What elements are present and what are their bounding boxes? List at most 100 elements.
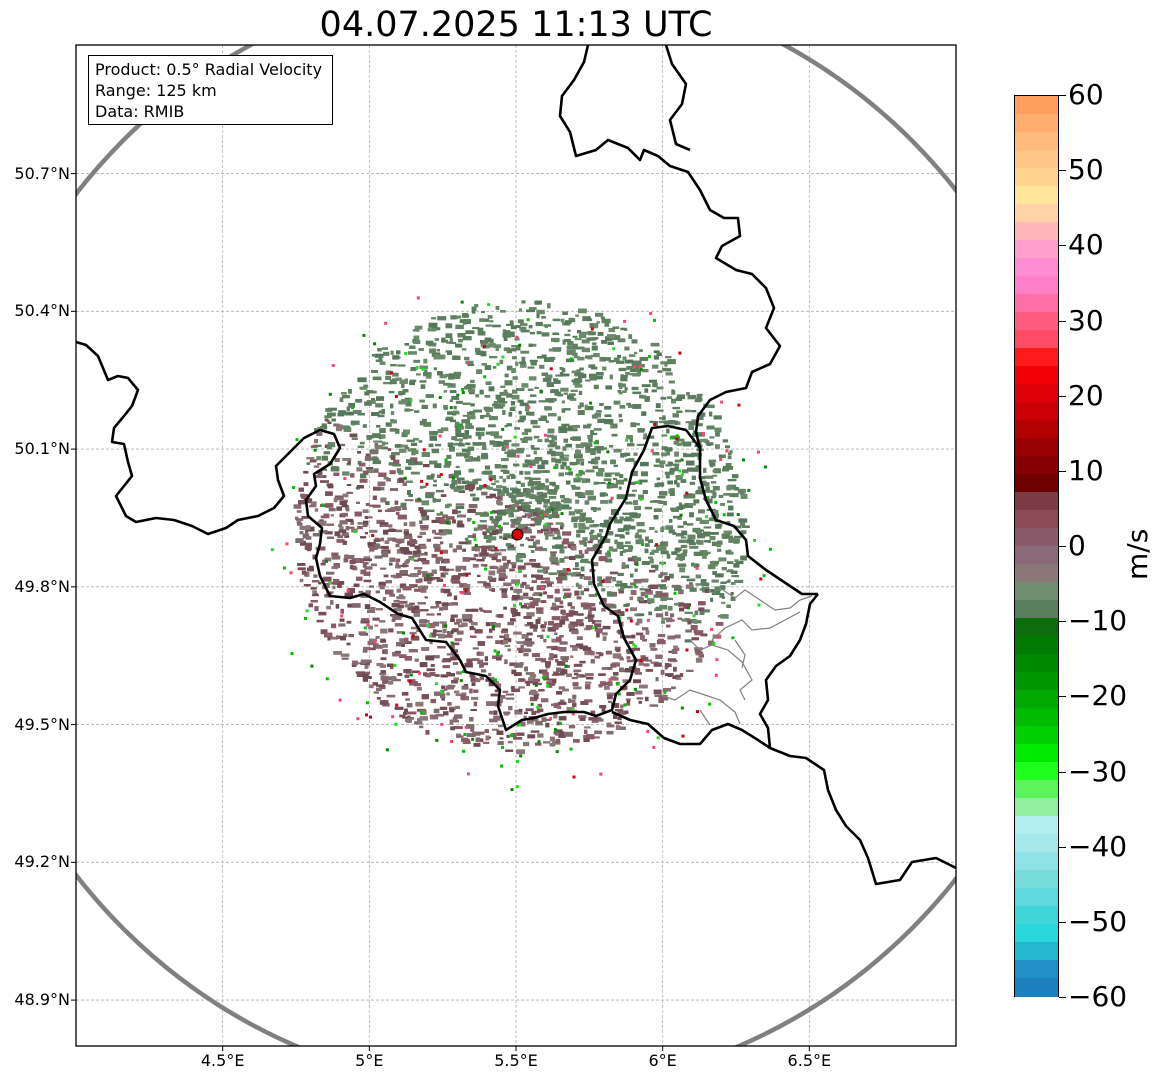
echo-pixel xyxy=(439,549,448,554)
echo-pixel xyxy=(380,567,387,570)
echo-pixel xyxy=(612,548,618,552)
echo-pixel xyxy=(667,368,672,372)
echo-pixel xyxy=(337,581,345,585)
echo-pixel xyxy=(548,572,558,575)
echo-pixel xyxy=(575,499,580,504)
echo-pixel xyxy=(482,445,487,450)
echo-pixel xyxy=(381,409,385,414)
echo-pixel xyxy=(481,363,487,366)
echo-pixel xyxy=(402,586,412,591)
echo-pixel xyxy=(599,529,604,533)
echo-pixel xyxy=(526,682,530,687)
echo-pixel xyxy=(547,450,556,455)
echo-pixel xyxy=(705,440,710,445)
echo-pixel xyxy=(585,673,594,677)
echo-pixel xyxy=(473,701,478,707)
echo-pixel xyxy=(622,356,627,361)
echo-pixel xyxy=(726,485,732,491)
echo-pixel xyxy=(543,357,550,362)
echo-pixel xyxy=(575,582,579,587)
echo-pixel xyxy=(551,545,556,549)
echo-pixel xyxy=(643,433,647,438)
echo-pixel xyxy=(399,379,408,384)
echo-pixel xyxy=(554,632,558,635)
echo-pixel xyxy=(602,636,607,641)
echo-pixel xyxy=(715,432,720,437)
echo-pixel xyxy=(324,415,332,419)
echo-pixel xyxy=(459,583,467,588)
echo-pixel xyxy=(600,316,605,320)
echo-pixel xyxy=(578,308,587,314)
echo-pixel xyxy=(500,310,506,313)
echo-pixel xyxy=(377,414,385,418)
echo-pixel xyxy=(419,619,427,624)
echo-pixel xyxy=(651,564,659,569)
echo-pixel xyxy=(699,438,708,443)
echo-pixel xyxy=(661,617,667,620)
echo-pixel xyxy=(634,568,638,572)
echo-pixel xyxy=(350,520,354,525)
echo-pixel xyxy=(456,630,464,635)
echo-pixel xyxy=(567,395,571,400)
echo-pixel xyxy=(455,433,465,437)
echo-pixel xyxy=(489,493,496,498)
echo-pixel xyxy=(511,475,516,479)
echo-pixel xyxy=(452,548,457,553)
echo-pixel xyxy=(444,688,448,691)
echo-pixel xyxy=(396,573,402,578)
echo-pixel xyxy=(421,404,428,409)
echo-pixel xyxy=(597,418,606,423)
echo-pixel xyxy=(570,437,576,440)
echo-pixel xyxy=(645,669,653,672)
echo-pixel xyxy=(322,576,332,582)
echo-pixel xyxy=(544,531,548,536)
echo-pixel xyxy=(411,626,420,630)
echo-pixel xyxy=(567,425,574,431)
echo-pixel xyxy=(492,442,497,446)
echo-pixel xyxy=(689,587,697,592)
echo-pixel xyxy=(548,657,554,661)
echo-pixel xyxy=(553,537,559,540)
echo-pixel xyxy=(541,629,546,632)
echo-pixel xyxy=(377,481,386,487)
echo-pixel xyxy=(413,605,420,610)
echo-pixel xyxy=(518,499,525,502)
echo-pixel xyxy=(565,443,572,448)
echo-pixel xyxy=(538,689,545,692)
echo-pixel xyxy=(333,472,340,476)
echo-pixel xyxy=(354,511,362,517)
echo-pixel xyxy=(711,579,719,583)
echo-pixel xyxy=(548,496,557,499)
echo-pixel xyxy=(325,419,330,422)
echo-pixel xyxy=(683,453,692,458)
echo-pixel xyxy=(385,580,392,584)
echo-pixel xyxy=(336,506,342,511)
echo-pixel xyxy=(513,632,522,635)
echo-pixel xyxy=(363,646,371,650)
echo-pixel xyxy=(439,374,447,379)
echo-pixel xyxy=(420,384,426,389)
echo-pixel xyxy=(624,387,628,391)
echo-pixel xyxy=(607,591,613,597)
echo-pixel xyxy=(449,399,453,403)
echo-pixel xyxy=(598,673,606,676)
echo-pixel xyxy=(544,407,551,411)
echo-pixel xyxy=(451,614,458,618)
echo-pixel xyxy=(376,425,381,428)
echo-pixel xyxy=(516,480,521,484)
echo-pixel xyxy=(434,338,439,341)
echo-pixel xyxy=(471,310,476,314)
echo-pixel xyxy=(726,521,731,524)
echo-pixel xyxy=(545,478,549,483)
echo-pixel xyxy=(340,392,347,395)
echo-pixel xyxy=(506,475,510,480)
echo-pixel xyxy=(498,577,505,581)
echo-pixel xyxy=(496,441,505,447)
echo-pixel xyxy=(558,472,564,477)
echo-pixel xyxy=(453,315,462,319)
echo-pixel xyxy=(542,674,548,678)
echo-pixel xyxy=(456,671,462,675)
echo-pixel xyxy=(620,383,626,388)
echo-pixel xyxy=(535,657,543,661)
